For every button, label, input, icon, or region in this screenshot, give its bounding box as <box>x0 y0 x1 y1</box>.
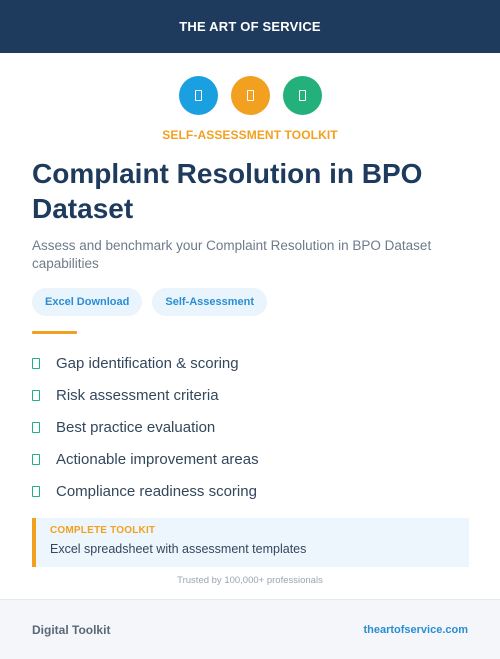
website-link[interactable]: theartofservice.com <box>363 623 468 636</box>
callout-label: COMPLETE TOOLKIT <box>50 525 156 536</box>
document-icon <box>298 90 306 101</box>
feature-label: Best practice evaluation <box>56 418 216 436</box>
document-icon <box>246 90 254 101</box>
feature-label: Gap identification & scoring <box>56 354 239 372</box>
checkbox-icon <box>32 421 40 433</box>
tag-list: Excel Download Self-Assessment <box>32 288 268 316</box>
feature-label: Compliance readiness scoring <box>56 482 257 500</box>
feature-item: Risk assessment criteria <box>32 379 259 411</box>
callout-description: Excel spreadsheet with assessment templa… <box>50 542 307 556</box>
feature-list: Gap identification & scoring Risk assess… <box>32 347 259 507</box>
tag-self-assessment: Self-Assessment <box>152 288 268 316</box>
brand-name: THE ART OF SERVICE <box>179 19 321 34</box>
feature-item: Gap identification & scoring <box>32 347 259 379</box>
page-subtitle: Assess and benchmark your Complaint Reso… <box>32 238 432 271</box>
kicker-label: SELF-ASSESSMENT TOOLKIT <box>162 128 338 142</box>
checkbox-icon <box>32 453 40 465</box>
feature-label: Actionable improvement areas <box>56 450 259 468</box>
trust-note: Trusted by 100,000+ professionals <box>177 575 323 586</box>
document-icon <box>194 90 202 101</box>
document-icon-green <box>282 76 322 115</box>
document-icon-orange <box>230 76 270 115</box>
checkbox-icon <box>32 389 40 401</box>
checkbox-icon <box>32 485 40 497</box>
tag-excel-download: Excel Download <box>32 288 143 316</box>
feature-item: Best practice evaluation <box>32 411 259 443</box>
footer-label: Digital Toolkit <box>32 622 111 637</box>
footer: Digital Toolkit theartofservice.com <box>0 599 500 659</box>
feature-item: Actionable improvement areas <box>32 443 259 475</box>
icon-row <box>0 76 500 115</box>
toolkit-callout: COMPLETE TOOLKIT Excel spreadsheet with … <box>32 518 469 567</box>
feature-item: Compliance readiness scoring <box>32 475 259 507</box>
feature-label: Risk assessment criteria <box>56 386 219 404</box>
top-banner: THE ART OF SERVICE <box>0 0 500 53</box>
page-title: Complaint Resolution in BPO Dataset <box>32 158 423 224</box>
accent-divider <box>32 331 77 334</box>
document-icon-blue <box>178 76 218 115</box>
checkbox-icon <box>32 357 40 369</box>
